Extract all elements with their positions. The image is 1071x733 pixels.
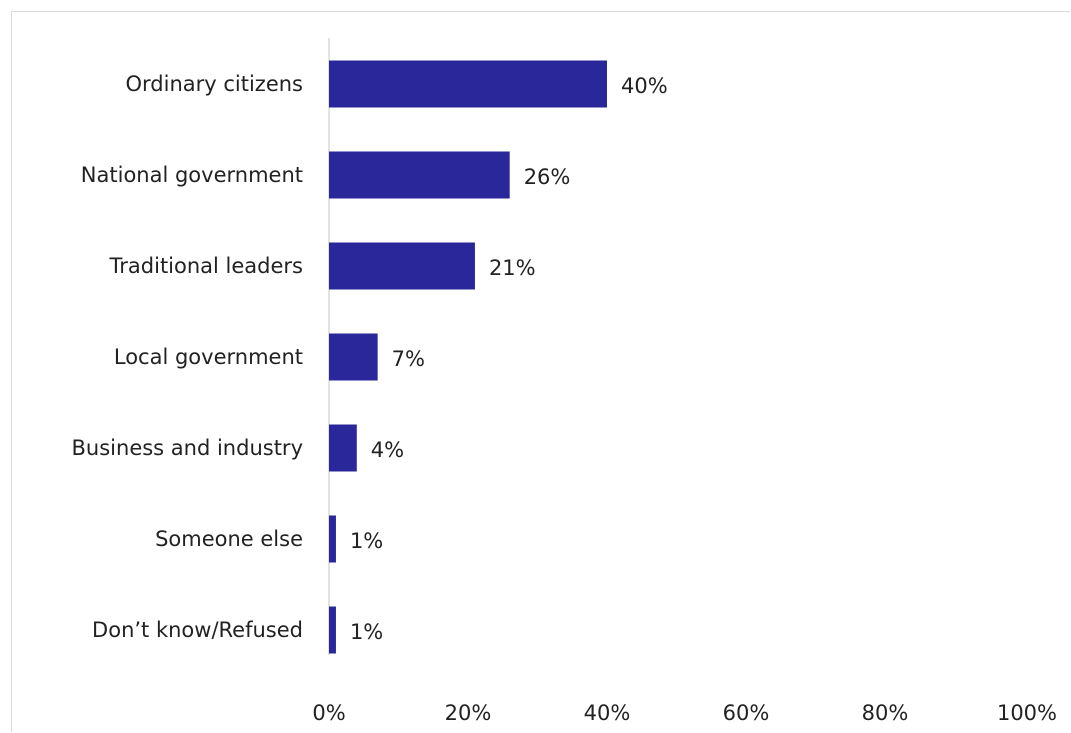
bar xyxy=(329,424,357,472)
chart-frame xyxy=(11,11,1070,732)
value-labels: 40% 26% 21% 7% 4% 1% 1% xyxy=(350,74,668,644)
category-label: Business and industry xyxy=(72,436,303,460)
bar xyxy=(329,333,378,381)
x-tick-label: 80% xyxy=(862,701,909,725)
x-tick-label: 100% xyxy=(997,701,1057,725)
bar xyxy=(329,60,607,108)
bar xyxy=(329,515,336,563)
bar xyxy=(329,606,336,654)
x-tick-labels: 0% 20% 40% 60% 80% 100% xyxy=(312,701,1057,725)
x-tick-label: 20% xyxy=(445,701,492,725)
value-label: 4% xyxy=(371,438,404,462)
category-label: Traditional leaders xyxy=(109,254,303,278)
x-tick-label: 40% xyxy=(584,701,631,725)
x-tick-label: 0% xyxy=(312,701,345,725)
value-label: 26% xyxy=(524,165,571,189)
value-label: 1% xyxy=(350,620,383,644)
x-tick-label: 60% xyxy=(723,701,770,725)
category-label: Someone else xyxy=(155,527,303,551)
category-label: Ordinary citizens xyxy=(125,72,303,96)
value-label: 1% xyxy=(350,529,383,553)
value-label: 40% xyxy=(621,74,668,98)
category-labels: Ordinary citizens National government Trad… xyxy=(72,72,303,642)
category-label: National government xyxy=(81,163,303,187)
category-label: Local government xyxy=(114,345,303,369)
value-label: 7% xyxy=(392,347,425,371)
bar xyxy=(329,242,475,290)
value-label: 21% xyxy=(489,256,536,280)
bars-group xyxy=(329,60,607,654)
category-label: Don’t know/Refused xyxy=(92,618,303,642)
bar xyxy=(329,151,510,199)
